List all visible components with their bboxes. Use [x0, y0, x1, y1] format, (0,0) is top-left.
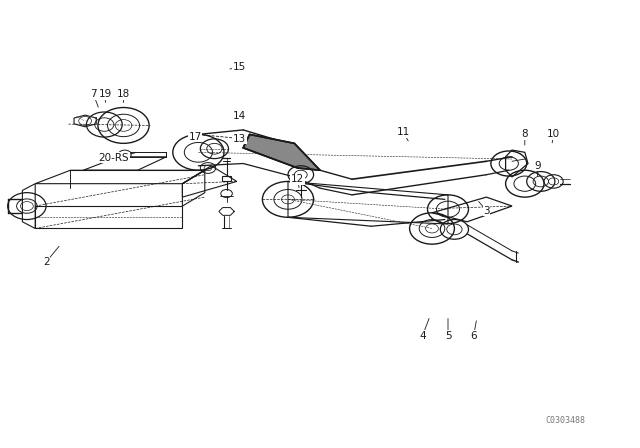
Text: 18: 18	[117, 89, 130, 99]
Text: 9: 9	[534, 161, 541, 171]
Polygon shape	[243, 134, 320, 170]
Text: 14: 14	[233, 112, 246, 121]
Text: 2: 2	[43, 257, 49, 267]
Text: 10: 10	[547, 129, 560, 139]
Text: 15: 15	[233, 62, 246, 72]
Text: 12: 12	[291, 174, 304, 184]
Text: 19: 19	[99, 89, 111, 99]
Text: 7: 7	[90, 89, 97, 99]
Text: C0303488: C0303488	[545, 416, 585, 425]
Text: 11: 11	[397, 127, 410, 137]
Text: 5: 5	[445, 331, 451, 341]
Text: 13: 13	[233, 134, 246, 144]
Text: 17: 17	[189, 132, 202, 142]
Text: 3: 3	[483, 206, 490, 215]
Text: 20-RS: 20-RS	[99, 153, 129, 163]
Text: 4: 4	[419, 331, 426, 341]
Text: 8: 8	[522, 129, 528, 139]
Text: 6: 6	[470, 331, 477, 341]
